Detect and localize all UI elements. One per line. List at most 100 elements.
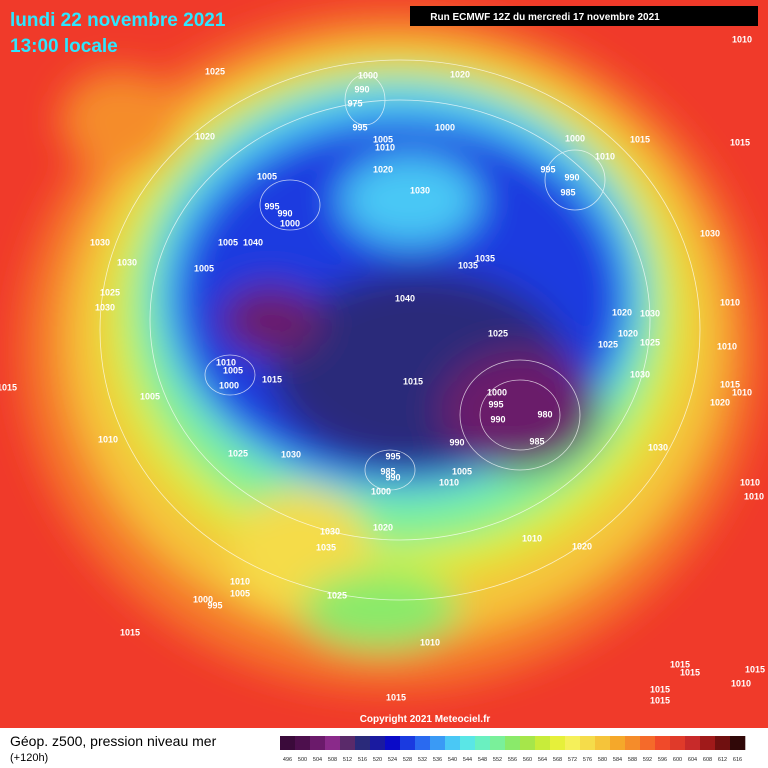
isobar-label: 990 [564,172,579,182]
isobar-label: 1020 [572,541,592,551]
run-info: Run ECMWF 12Z du mercredi 17 novembre 20… [430,12,660,23]
colorbar-swatch [430,736,446,750]
colorbar-swatch [295,736,311,750]
colorbar-swatch [730,736,746,750]
isobar-label: 1005 [452,466,472,476]
isobar-label: 990 [385,472,400,482]
colorbar-tick-label: 584 [613,757,622,763]
colorbar-tick-label: 520 [373,757,382,763]
isobar-label: 975 [347,98,362,108]
run-box [410,6,758,26]
colorbar-tick-label: 612 [718,757,727,763]
isobar-label: 1010 [717,341,737,351]
field-name: Géop. z500, pression niveau mer [10,733,217,749]
isobar-label: 1010 [595,151,615,161]
isobar-label: 1000 [565,133,585,143]
colorbar-tick-label: 536 [433,757,442,763]
isobar-label: 1005 [257,171,277,181]
isobar-label: 1005 [140,391,160,401]
colorbar-tick-label: 608 [703,757,712,763]
colorbar-swatch [655,736,671,750]
isobar-label: 1020 [195,131,215,141]
isobar-label: 1030 [90,237,110,247]
colorbar-tick-label: 508 [328,757,337,763]
colorbar-tick-label: 604 [688,757,697,763]
isobar-label: 1000 [280,218,300,228]
isobar-label: 1015 [680,667,700,677]
isobar-label: 1015 [720,379,740,389]
colorbar-swatch [715,736,731,750]
isobar-label: 1010 [230,576,250,586]
isobar-label: 990 [490,414,505,424]
colorbar-tick-label: 528 [403,757,412,763]
isobar-label: 995 [352,122,367,132]
isobar-label: 1020 [612,307,632,317]
isobar-label: 1035 [475,253,495,263]
colorbar-swatch [310,736,326,750]
colorbar-tick-label: 496 [283,757,292,763]
isobar-label: 1015 [0,382,17,392]
lead-time: (+120h) [10,752,48,764]
colorbar-swatch [685,736,701,750]
isobar-label: 1025 [488,328,508,338]
copyright: Copyright 2021 Meteociel.fr [360,714,491,725]
isobar-label: 995 [264,201,279,211]
isobar-label: 1010 [732,387,752,397]
isobar-label: 995 [488,399,503,409]
isobar-label: 1025 [205,66,225,76]
isobar-label: 1010 [744,491,764,501]
isobar-label: 1015 [630,134,650,144]
isobar-label: 1015 [650,684,670,694]
isobar-label: 1015 [745,664,765,674]
isobar-label: 1010 [732,34,752,44]
isobar-label: 1030 [281,449,301,459]
colorbar-swatch [340,736,356,750]
isobar-label: 985 [380,466,395,476]
colorbar-tick-label: 576 [583,757,592,763]
colorbar-tick-label: 564 [538,757,547,763]
colorbar-swatch [385,736,401,750]
colorbar-swatch [415,736,431,750]
isobar-label: 1030 [630,369,650,379]
isobar-label: 995 [540,164,555,174]
isobar-label: 990 [449,437,464,447]
isobar-label: 1030 [640,308,660,318]
isobar-label: 1015 [262,374,282,384]
colorbar-tick-label: 572 [568,757,577,763]
isobar-label: 1035 [458,260,478,270]
isobar-label: 1005 [194,263,214,273]
isobar-label: 1015 [403,376,423,386]
colorbar-swatch [370,736,386,750]
isobar-label: 1025 [100,287,120,297]
isobar-label: 1010 [740,477,760,487]
colorbar-tick-label: 596 [658,757,667,763]
colorbar-swatch [445,736,461,750]
isobar-label: 1010 [522,533,542,543]
isobar-label: 995 [207,600,222,610]
colorbar-tick-label: 544 [463,757,472,763]
colorbar-tick-label: 500 [298,757,307,763]
isobar-label: 1010 [720,297,740,307]
isobar-label: 1000 [371,486,391,496]
isobar-label: 990 [354,84,369,94]
colorbar-swatch [580,736,596,750]
colorbar-tick-label: 600 [673,757,682,763]
isobar-label: 1020 [618,328,638,338]
colorbar-tick-label: 548 [478,757,487,763]
colorbar-swatch [355,736,371,750]
isobar-label: 1040 [243,237,263,247]
isobar-label: 1020 [373,522,393,532]
colorbar-swatch [670,736,686,750]
colorbar-swatch [400,736,416,750]
colorbar-tick-label: 552 [493,757,502,763]
time: 13:00 locale [10,36,118,57]
isobar-label: 1030 [95,302,115,312]
isobar-label: 1040 [395,293,415,303]
isobar-label: 1025 [327,590,347,600]
isobar-label: 1030 [320,526,340,536]
colorbar-swatch [460,736,476,750]
isobar-label: 1010 [375,142,395,152]
colorbar-swatch [475,736,491,750]
isobar-label: 1005 [218,237,238,247]
isobar-label: 1000 [487,387,507,397]
